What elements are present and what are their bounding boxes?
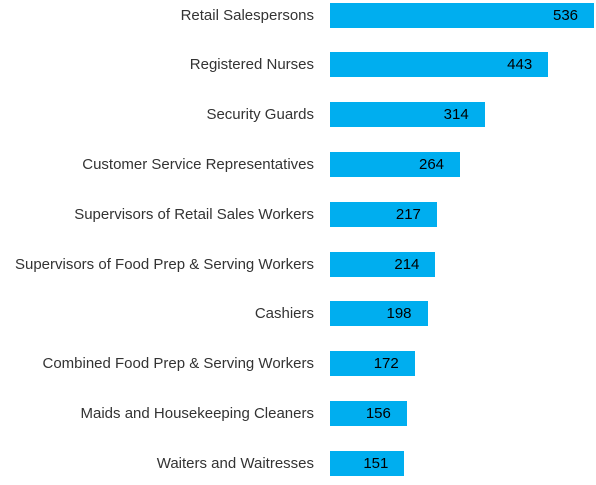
category-label-text: Registered Nurses [189, 56, 314, 74]
bar [330, 301, 428, 327]
category-label: Customer Service Representatives [2, 142, 314, 186]
bar [330, 251, 436, 277]
bar [330, 151, 461, 177]
category-label: Combined Food Prep & Serving Workers [2, 342, 314, 386]
category-label-text: Retail Salespersons [180, 6, 314, 24]
category-label-text: Supervisors of Food Prep & Serving Worke… [14, 255, 314, 273]
category-label-text: Cashiers [254, 305, 314, 323]
value-label: 314 [443, 106, 469, 124]
category-label-text: Customer Service Representatives [82, 155, 314, 173]
category-label: Supervisors of Retail Sales Workers [2, 192, 314, 236]
bar [330, 52, 549, 78]
bar [330, 400, 407, 426]
value-label: 217 [395, 205, 421, 223]
bar [330, 2, 595, 28]
bar [330, 201, 437, 227]
value-label: 536 [552, 6, 579, 24]
category-label-text: Combined Food Prep & Serving Workers [42, 355, 314, 373]
category-label: Registered Nurses [2, 43, 314, 87]
category-label: Retail Salespersons [2, 0, 314, 37]
value-label: 172 [373, 355, 399, 373]
value-label: 443 [507, 56, 533, 74]
category-label: Maids and Housekeeping Cleaners [2, 391, 314, 435]
bar [330, 102, 485, 128]
value-label: 214 [394, 255, 420, 273]
category-label: Cashiers [2, 292, 314, 336]
category-label-text: Maids and Housekeeping Cleaners [80, 404, 314, 422]
category-label-text: Security Guards [206, 106, 314, 124]
value-label: 198 [386, 305, 412, 323]
bar [330, 351, 415, 377]
value-label: 156 [365, 404, 391, 422]
category-label-text: Waiters and Waitresses [156, 454, 314, 472]
bar [330, 450, 405, 476]
category-label-text: Supervisors of Retail Sales Workers [74, 205, 314, 223]
value-label: 151 [363, 454, 389, 472]
category-label: Waiters and Waitresses [2, 441, 314, 485]
category-label: Supervisors of Food Prep & Serving Worke… [2, 242, 314, 286]
category-label: Security Guards [2, 93, 314, 137]
value-label: 264 [419, 155, 445, 173]
